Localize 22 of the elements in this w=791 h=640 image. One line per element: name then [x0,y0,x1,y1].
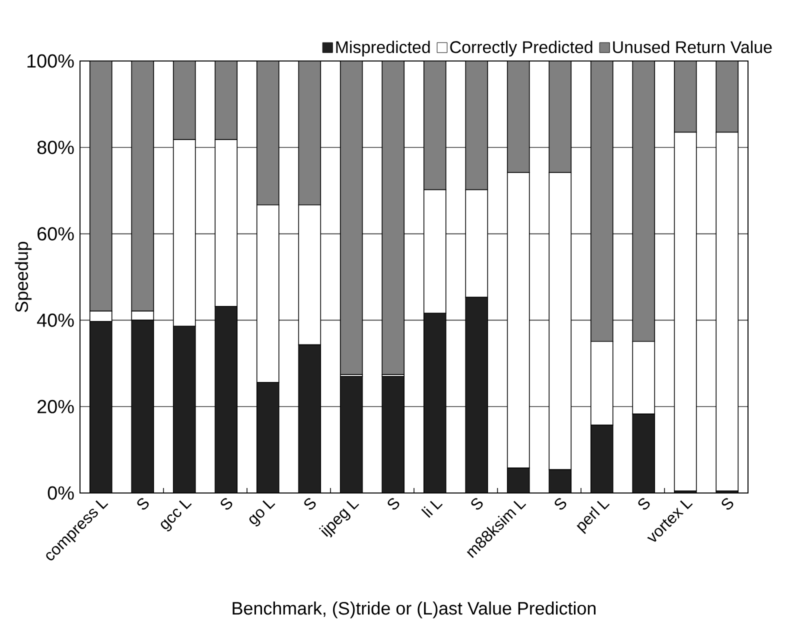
x-tick-label: S [554,498,566,510]
x-tick-label: S [220,498,232,510]
y-axis-title: Speedup [14,242,32,312]
legend-label: Correctly Predicted [450,40,592,57]
x-tick-label: S [388,498,400,510]
x-tick-label: gcc L [160,500,192,532]
y-tick-label: 0% [48,486,74,500]
legend-label: Mispredicted [336,40,430,57]
x-tick-label: S [471,498,483,510]
x-tick-label: S [722,498,734,510]
y-tick-label: 60% [38,227,74,240]
x-tick-label: S [304,498,316,510]
y-tick-label: 20% [38,400,74,414]
legend-label: Unused Return Value [613,40,772,54]
x-tick-label: li L [421,500,443,518]
y-tick-label: 100% [28,54,74,68]
x-axis-title: Benchmark, (S)tride or (L)ast Value Prediction [232,602,596,618]
x-tick-label: go L [249,500,276,526]
x-tick-label: S [638,498,650,510]
y-tick-label: 80% [37,140,74,154]
y-tick-label: 40% [37,313,74,327]
x-tick-label: S [137,498,149,510]
